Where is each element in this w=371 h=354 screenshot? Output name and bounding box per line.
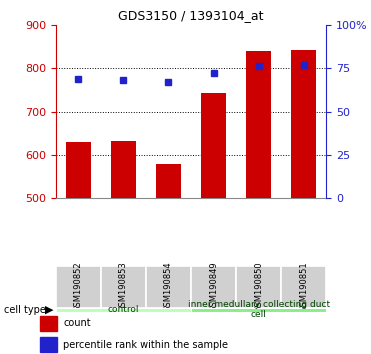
Bar bbox=[101, 266, 146, 308]
Text: GSM190849: GSM190849 bbox=[209, 261, 218, 312]
Bar bbox=[191, 266, 236, 308]
Text: GSM190854: GSM190854 bbox=[164, 261, 173, 312]
Text: GSM190851: GSM190851 bbox=[299, 261, 308, 312]
Title: GDS3150 / 1393104_at: GDS3150 / 1393104_at bbox=[118, 9, 264, 22]
Bar bbox=[156, 164, 181, 354]
Text: control: control bbox=[108, 305, 139, 314]
Bar bbox=[40, 316, 57, 331]
Bar bbox=[292, 50, 316, 354]
Text: count: count bbox=[63, 318, 91, 329]
Bar bbox=[201, 93, 226, 354]
Bar bbox=[111, 141, 136, 354]
Bar bbox=[56, 308, 191, 312]
Bar bbox=[146, 266, 191, 308]
Bar bbox=[56, 266, 101, 308]
Bar bbox=[40, 337, 57, 352]
Bar bbox=[191, 308, 326, 312]
Bar bbox=[236, 266, 281, 308]
Text: cell type: cell type bbox=[4, 305, 46, 315]
Bar bbox=[281, 266, 326, 308]
Text: GSM190852: GSM190852 bbox=[74, 261, 83, 312]
Text: ▶: ▶ bbox=[45, 305, 53, 315]
Bar bbox=[66, 142, 91, 354]
Bar bbox=[246, 51, 271, 354]
Text: percentile rank within the sample: percentile rank within the sample bbox=[63, 339, 228, 350]
Text: inner medullary collecting duct
cell: inner medullary collecting duct cell bbox=[188, 300, 330, 319]
Text: GSM190853: GSM190853 bbox=[119, 261, 128, 312]
Text: GSM190850: GSM190850 bbox=[254, 261, 263, 312]
